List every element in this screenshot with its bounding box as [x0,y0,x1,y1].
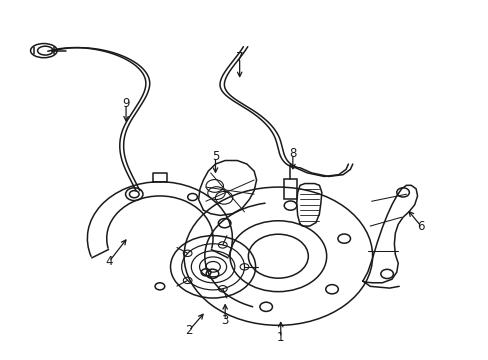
Text: 1: 1 [276,331,284,344]
Text: 4: 4 [105,255,113,268]
Text: 7: 7 [235,51,243,64]
Bar [283,179,297,199]
Text: 5: 5 [211,150,219,163]
Text: 6: 6 [416,220,424,233]
Text: 2: 2 [185,324,192,337]
Text: 3: 3 [221,314,228,327]
Text: 9: 9 [122,97,129,110]
Text: 8: 8 [288,147,296,160]
